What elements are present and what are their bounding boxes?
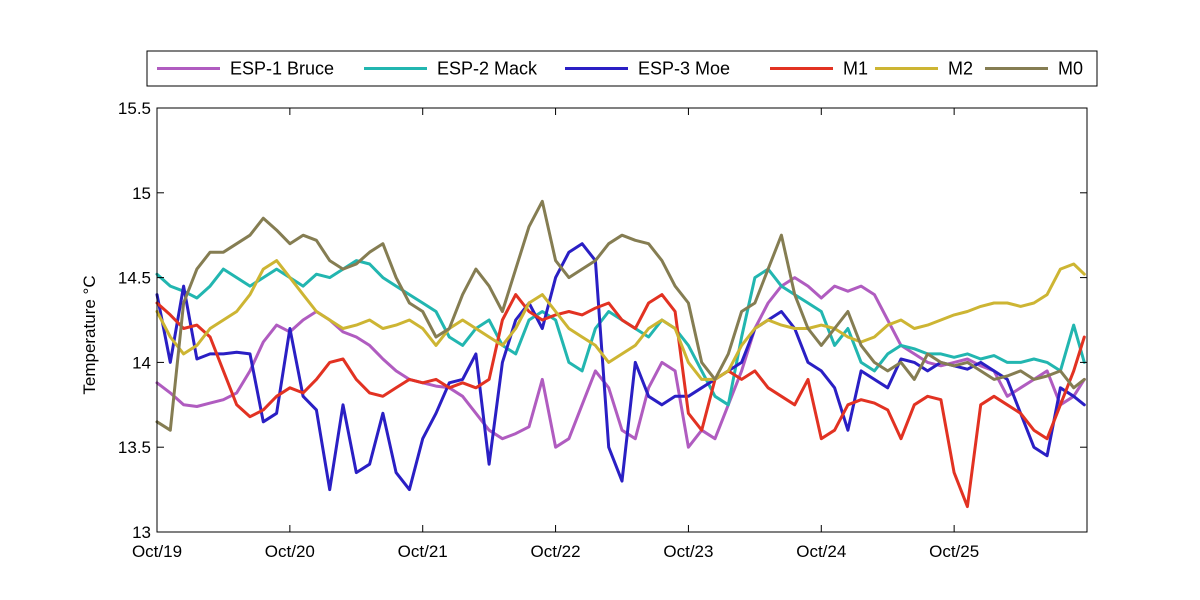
y-tick-label: 15 — [132, 184, 151, 203]
x-tick-label: Oct/19 — [132, 542, 182, 561]
y-tick-label: 15.5 — [118, 99, 151, 118]
y-axis-label: Temperature °C — [80, 275, 99, 394]
legend-label: ESP-2 Mack — [437, 59, 538, 79]
y-axis: 13 13.5 14 14.5 15 15.5 — [118, 99, 1087, 542]
x-tick-label: Oct/23 — [663, 542, 713, 561]
y-tick-label: 14 — [132, 353, 151, 372]
x-tick-label: Oct/25 — [929, 542, 979, 561]
legend-label: ESP-1 Bruce — [230, 59, 334, 79]
y-tick-label: 14.5 — [118, 269, 151, 288]
legend-label: ESP-3 Moe — [638, 59, 730, 79]
legend-label: M2 — [948, 59, 973, 79]
x-tick-label: Oct/20 — [265, 542, 315, 561]
x-axis: Oct/19 Oct/20 Oct/21 Oct/22 Oct/23 Oct/24 Oct/… — [132, 108, 979, 561]
x-tick-label: Oct/21 — [398, 542, 448, 561]
series-line-esp-1-bruce — [155, 276, 1086, 449]
y-tick-label: 13 — [132, 523, 151, 542]
series-line-m2 — [155, 259, 1086, 381]
series-line-esp-3-moe — [155, 242, 1086, 492]
legend-label: M0 — [1058, 59, 1083, 79]
series-line-m0 — [155, 199, 1086, 432]
x-tick-label: Oct/24 — [796, 542, 846, 561]
y-tick-label: 13.5 — [118, 438, 151, 457]
series-layer — [155, 199, 1086, 509]
series-line-m1 — [155, 293, 1086, 509]
x-tick-label: Oct/22 — [531, 542, 581, 561]
legend: ESP-1 Bruce ESP-2 Mack ESP-3 Moe M1 M2 M0 — [146, 50, 1098, 87]
legend-label: M1 — [843, 59, 868, 79]
axes-box — [156, 107, 1088, 533]
